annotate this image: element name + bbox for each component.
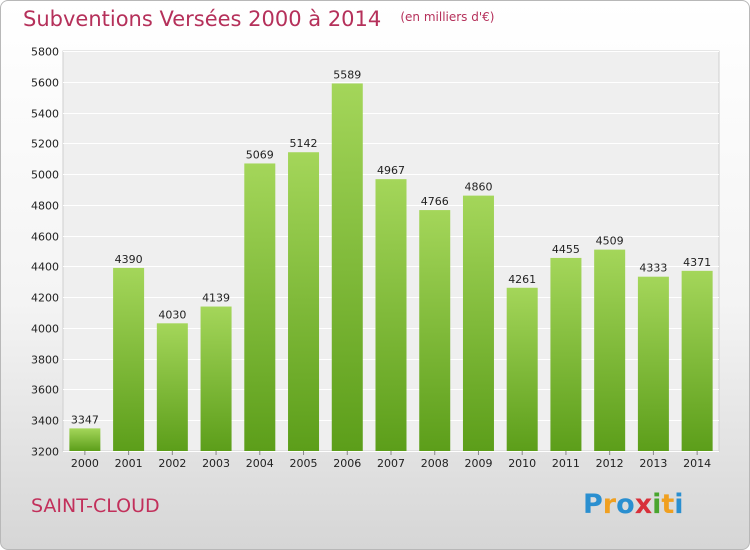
bar xyxy=(419,210,451,451)
y-tick-label: 5200 xyxy=(31,138,59,151)
bar-value-label: 4509 xyxy=(596,235,624,248)
x-tick-label: 2013 xyxy=(639,457,667,470)
y-tick-label: 3800 xyxy=(31,354,59,367)
x-tick-label: 2006 xyxy=(333,457,361,470)
bar-value-label: 4333 xyxy=(639,262,667,275)
y-tick-label: 5800 xyxy=(31,46,59,59)
x-tick-label: 2009 xyxy=(464,457,492,470)
bar-value-label: 4860 xyxy=(464,181,492,194)
y-tick-label: 5600 xyxy=(31,77,59,90)
bar-value-label: 4139 xyxy=(202,292,230,305)
y-axis-ticks: 3200 3400 3600 3800 4000 4200 4400 4600 4800 5000… xyxy=(31,46,59,459)
x-tick-label: 2014 xyxy=(683,457,711,470)
bar xyxy=(375,179,407,451)
y-tick-label: 5000 xyxy=(31,169,59,182)
bar xyxy=(113,267,145,451)
y-tick-label: 4000 xyxy=(31,323,59,336)
x-tick-label: 2000 xyxy=(71,457,99,470)
x-tick-label: 2008 xyxy=(421,457,449,470)
x-tick-label: 2011 xyxy=(552,457,580,470)
bar-value-label: 4030 xyxy=(158,308,186,321)
bar xyxy=(244,163,276,451)
x-tick-label: 2001 xyxy=(115,457,143,470)
x-tick-label: 2010 xyxy=(508,457,536,470)
bar xyxy=(594,249,626,451)
bar-value-label: 5589 xyxy=(333,68,361,81)
bar-value-label: 4371 xyxy=(683,256,711,269)
y-tick-label: 4400 xyxy=(31,261,59,274)
bar-value-label: 4261 xyxy=(508,273,536,286)
y-tick-label: 3200 xyxy=(31,446,59,459)
x-tick-label: 2007 xyxy=(377,457,405,470)
proxiti-logo[interactable]: Proxiti xyxy=(583,489,684,520)
bar xyxy=(550,257,582,451)
bar xyxy=(288,152,320,451)
bar-value-label: 4967 xyxy=(377,164,405,177)
y-tick-label: 3600 xyxy=(31,384,59,397)
bars xyxy=(69,83,713,451)
x-axis-ticks: 2000 2001 2002 2003 2004 2005 2006 2007 2008 2009… xyxy=(71,451,711,470)
x-tick-label: 2004 xyxy=(246,457,274,470)
bar-value-label: 5142 xyxy=(290,137,318,150)
bar xyxy=(637,276,669,451)
bar-value-label: 4455 xyxy=(552,243,580,256)
x-tick-label: 2003 xyxy=(202,457,230,470)
bar xyxy=(200,306,232,451)
city-name: SAINT-CLOUD xyxy=(31,495,160,517)
bar xyxy=(506,287,538,451)
y-tick-label: 4600 xyxy=(31,231,59,244)
bar-value-label: 4766 xyxy=(421,195,449,208)
title-row: Subventions Versées 2000 à 2014 (en mill… xyxy=(23,7,494,31)
bar xyxy=(156,323,188,451)
y-tick-label: 4200 xyxy=(31,292,59,305)
x-tick-label: 2005 xyxy=(290,457,318,470)
bar xyxy=(681,270,713,451)
y-tick-label: 5400 xyxy=(31,108,59,121)
bar-value-label: 3347 xyxy=(71,413,99,426)
x-tick-label: 2002 xyxy=(158,457,186,470)
value-labels: 3347 4390 4030 4139 5069 5142 5589 4967 4766 4860… xyxy=(71,68,711,426)
chart-unit: (en milliers d'€) xyxy=(400,10,495,24)
bar-value-label: 5069 xyxy=(246,148,274,161)
y-tick-label: 4800 xyxy=(31,200,59,213)
bar-value-label: 4390 xyxy=(115,253,143,266)
y-tick-label: 3400 xyxy=(31,415,59,428)
bar xyxy=(462,195,494,451)
bar xyxy=(69,428,101,451)
bar xyxy=(331,83,363,451)
chart-title: Subventions Versées 2000 à 2014 xyxy=(23,7,382,31)
x-tick-label: 2012 xyxy=(596,457,624,470)
